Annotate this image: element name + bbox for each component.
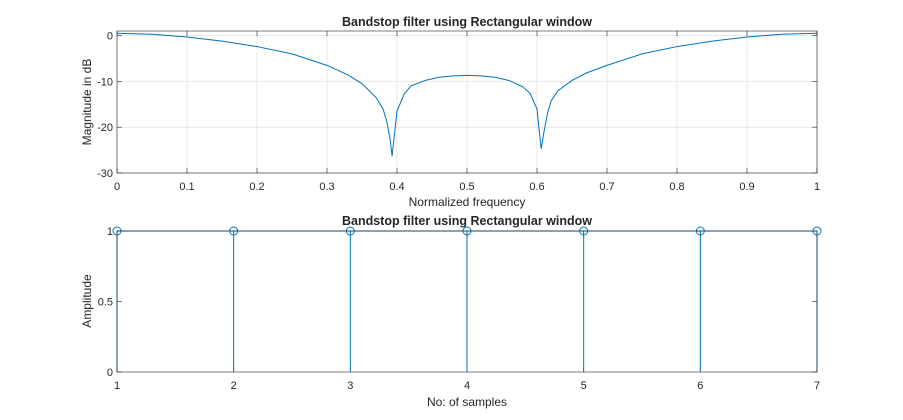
x-tick-label: 0.1 [179, 181, 194, 193]
x-tick-label: 0.3 [319, 181, 334, 193]
x-tick-label: 5 [581, 380, 587, 392]
magnitude-plot-box [116, 30, 818, 174]
x-tick-label: 2 [231, 380, 237, 392]
x-tick-label: 4 [464, 380, 470, 392]
impulse-y-axis-label: Amplitude [80, 274, 94, 328]
x-tick-label: 0.9 [739, 181, 754, 193]
magnitude-plot: 0 0.1 0.2 0.3 0.4 0.5 0.6 0.7 0.8 0.9 1 -30 -20 -10 0… [80, 15, 820, 209]
magnitude-y-tick-labels: -30 -20 -10 0 [97, 31, 113, 180]
impulse-plot-box [116, 230, 818, 373]
x-tick-label: 7 [814, 380, 820, 392]
impulse-x-axis-label: No: of samples [427, 395, 507, 409]
y-tick-label: 0.5 [98, 297, 113, 309]
magnitude-x-axis-label: Normalized frequency [409, 195, 526, 209]
x-tick-label: 1 [814, 181, 820, 193]
magnitude-plot-title: Bandstop filter using Rectangular window [342, 15, 592, 29]
magnitude-y-axis-label: Magnitude in dB [80, 59, 94, 146]
y-tick-label: -30 [97, 168, 113, 180]
y-tick-label: -20 [97, 122, 113, 134]
y-tick-label: 0 [107, 367, 113, 379]
impulse-x-tick-labels: 1 2 3 4 5 6 7 [114, 380, 820, 392]
y-tick-label: -10 [97, 76, 113, 88]
x-tick-label: 6 [697, 380, 703, 392]
x-tick-label: 0 [114, 181, 120, 193]
y-tick-label: 0 [107, 31, 113, 43]
x-tick-label: 0.6 [529, 181, 544, 193]
magnitude-x-tick-labels: 0 0.1 0.2 0.3 0.4 0.5 0.6 0.7 0.8 0.9 1 [114, 181, 820, 193]
x-tick-label: 0.2 [249, 181, 264, 193]
x-tick-label: 1 [114, 380, 120, 392]
magnitude-response-line [116, 32, 818, 157]
impulse-y-tick-labels: 00.51 [98, 226, 113, 379]
x-tick-label: 0.5 [459, 181, 474, 193]
x-tick-label: 0.4 [389, 181, 404, 193]
impulse-plot-title: Bandstop filter using Rectangular window [342, 214, 592, 228]
x-tick-label: 0.8 [669, 181, 684, 193]
x-tick-label: 3 [347, 380, 353, 392]
y-tick-label: 1 [107, 226, 113, 238]
x-tick-label: 0.7 [599, 181, 614, 193]
